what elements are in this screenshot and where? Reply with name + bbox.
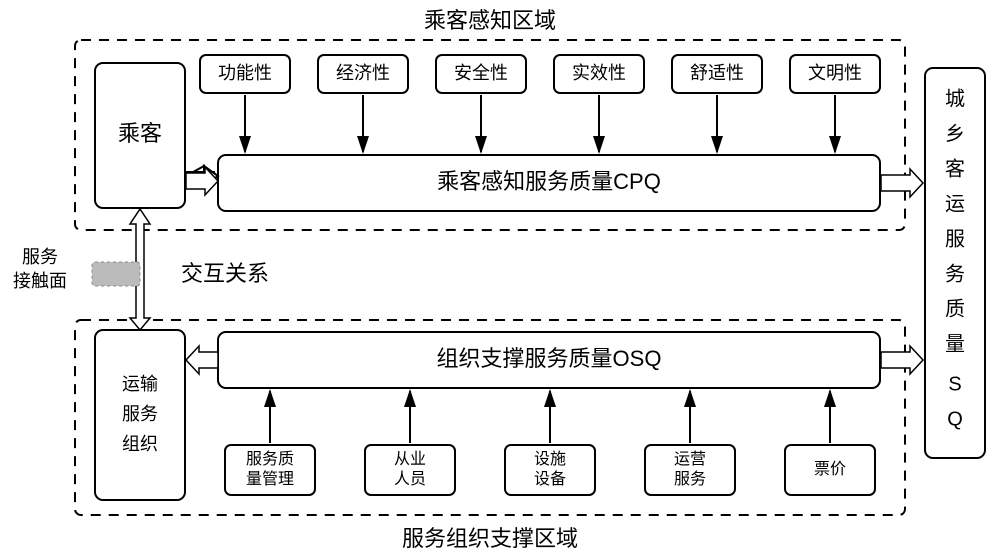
svg-text:量管理: 量管理 (246, 470, 294, 488)
svg-text:运营: 运营 (674, 450, 706, 468)
factor-civ: 文明性 (790, 55, 880, 93)
left-label-2: 接触面 (13, 271, 67, 291)
bfactor-facility: 设施 设备 (505, 445, 595, 495)
bfactor-ops: 运营 服务 (645, 445, 735, 495)
factor-comf: 舒适性 (672, 55, 762, 93)
svg-text:乡: 乡 (945, 123, 965, 145)
org-l1: 运输 (122, 374, 158, 394)
svg-text:功能性: 功能性 (218, 63, 272, 83)
svg-text:经济性: 经济性 (336, 63, 390, 83)
svg-text:服: 服 (945, 228, 965, 250)
svg-text:量: 量 (945, 333, 965, 355)
svg-text:服务质: 服务质 (246, 450, 294, 468)
top-region-title: 乘客感知区域 (424, 8, 556, 33)
bottom-region-title: 服务组织支撑区域 (402, 526, 578, 551)
svg-text:文明性: 文明性 (808, 63, 862, 83)
arrow-cpq-sq (881, 169, 923, 197)
interface-marker (92, 262, 140, 286)
arrow-osq-sq (881, 346, 923, 374)
svg-text:务: 务 (945, 262, 965, 285)
svg-text:客: 客 (945, 157, 965, 180)
left-label-1: 服务 (22, 247, 58, 267)
factor-eff: 实效性 (554, 55, 644, 93)
svg-text:S: S (948, 373, 961, 395)
svg-text:Q: Q (947, 408, 963, 430)
svg-text:安全性: 安全性 (454, 63, 508, 83)
org-l3: 组织 (122, 434, 158, 454)
bottom-factors: 服务质 量管理 从业 人员 设施 设备 运营 服务 票价 (225, 445, 875, 495)
factor-func: 功能性 (200, 55, 290, 93)
osq-label: 组织支撑服务质量OSQ (437, 346, 662, 371)
svg-text:服务: 服务 (674, 470, 706, 488)
svg-text:运: 运 (945, 193, 965, 215)
interaction-label: 交互关系 (181, 261, 269, 286)
svg-text:设施: 设施 (534, 450, 566, 468)
arrow-osq-org (186, 346, 218, 374)
svg-text:人员: 人员 (394, 470, 426, 488)
bfactor-staff: 从业 人员 (365, 445, 455, 495)
factor-safe: 安全性 (436, 55, 526, 93)
org-l2: 服务 (122, 404, 158, 424)
bfactor-fare: 票价 (785, 445, 875, 495)
svg-text:舒适性: 舒适性 (690, 63, 744, 83)
svg-text:实效性: 实效性 (572, 63, 626, 83)
bottom-factor-arrows (270, 391, 830, 443)
top-factors: 功能性 经济性 安全性 实效性 舒适性 文明性 (200, 55, 880, 93)
svg-text:质: 质 (945, 297, 965, 320)
bfactor-qmgmt: 服务质 量管理 (225, 445, 315, 495)
cpq-label: 乘客感知服务质量CPQ (437, 169, 661, 194)
svg-text:从业: 从业 (394, 450, 426, 468)
top-factor-arrows (245, 95, 835, 152)
svg-text:城: 城 (945, 87, 965, 110)
factor-econ: 经济性 (318, 55, 408, 93)
passenger-label: 乘客 (118, 121, 162, 146)
svg-text:票价: 票价 (814, 461, 846, 478)
svg-text:设备: 设备 (534, 470, 566, 488)
